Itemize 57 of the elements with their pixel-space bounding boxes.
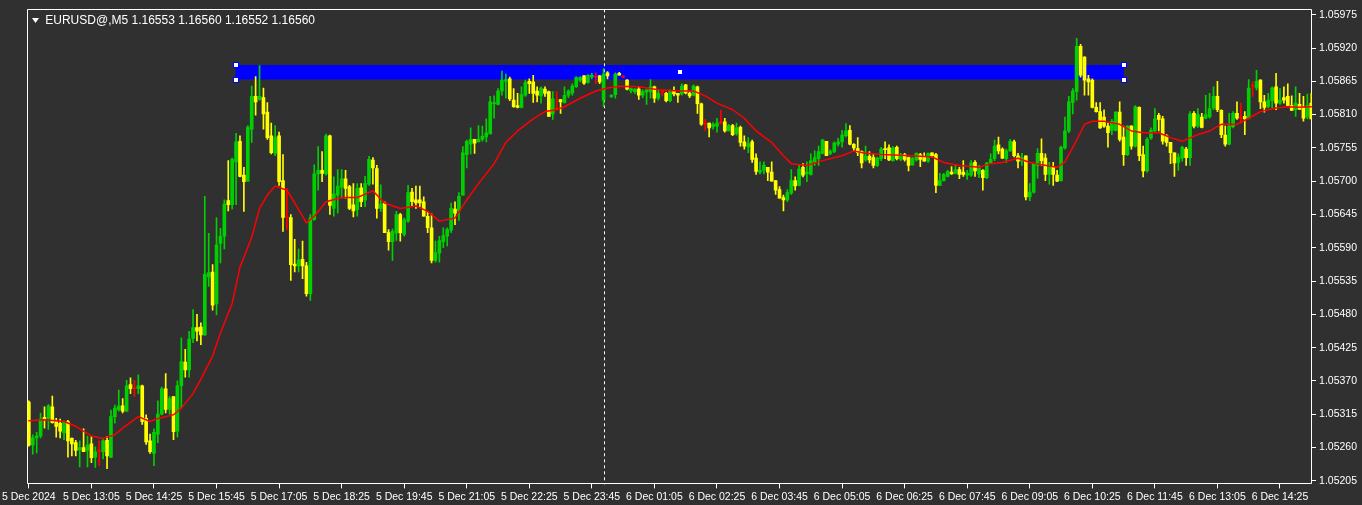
- x-tick-label: 6 Dec 09:05: [1001, 489, 1059, 502]
- y-tick-label: 1.05205: [1319, 473, 1358, 486]
- candlestick: [285, 188, 289, 230]
- chart-title: EURUSD@,M5 1.16553 1.16560 1.16552 1.16560: [45, 12, 316, 27]
- y-tick-label: 1.05920: [1319, 40, 1358, 53]
- x-tick-label: 6 Dec 14:25: [1251, 489, 1309, 502]
- x-tick-label: 6 Dec 11:45: [1126, 489, 1183, 502]
- x-tick-label: 6 Dec 05:05: [813, 489, 871, 502]
- y-tick-label: 1.05755: [1319, 140, 1358, 153]
- candlestick: [414, 185, 418, 209]
- x-tick-label: 6 Dec 03:45: [751, 489, 808, 502]
- x-tick-label: 6 Dec 01:05: [626, 489, 683, 502]
- y-tick-label: 1.05260: [1319, 440, 1358, 453]
- candlestick: [1239, 102, 1243, 124]
- candlestick: [746, 137, 751, 154]
- x-tick-label: 6 Dec 02:25: [688, 489, 746, 502]
- y-tick-label: 1.05425: [1319, 340, 1358, 353]
- y-tick-label: 1.05590: [1319, 240, 1358, 253]
- y-tick-label: 1.05975: [1319, 7, 1358, 20]
- candlestick: [195, 314, 199, 342]
- x-tick-label: 5 Dec 14:25: [125, 489, 183, 502]
- x-tick-label: 6 Dec 10:25: [1064, 489, 1121, 502]
- x-tick-label: 5 Dec 18:25: [313, 489, 371, 502]
- x-tick-label: 6 Dec 13:05: [1189, 489, 1246, 502]
- candlestick: [77, 440, 82, 468]
- candlestick: [1282, 86, 1286, 104]
- candlestick: [136, 374, 141, 394]
- candlestick: [883, 141, 887, 160]
- x-tick-label: 5 Dec 22:25: [500, 489, 558, 502]
- candlestick: [335, 169, 340, 214]
- y-tick-label: 1.05315: [1319, 407, 1358, 420]
- x-tick-label: 5 Dec 21:05: [438, 489, 496, 502]
- candlestick: [320, 151, 324, 183]
- x-tick-label: 5 Dec 13:05: [63, 489, 120, 502]
- y-tick-label: 1.05535: [1319, 273, 1358, 286]
- candlestick: [1242, 111, 1247, 135]
- candlestick: [715, 117, 719, 133]
- x-tick-label: 5 Dec 23:45: [563, 489, 621, 502]
- y-tick-label: 1.05645: [1319, 207, 1358, 220]
- candlestick: [1278, 88, 1282, 105]
- x-tick-label: 5 Dec 17:05: [250, 489, 308, 502]
- candlestick: [378, 184, 383, 212]
- x-tick-label: 6 Dec 06:25: [876, 489, 934, 502]
- x-tick-label: 5 Dec 19:45: [375, 489, 433, 502]
- candlestick: [703, 119, 708, 131]
- x-tick-label: 6 Dec 07:45: [938, 489, 996, 502]
- y-tick-label: 1.05810: [1319, 107, 1358, 120]
- candlestick: [226, 160, 231, 212]
- x-tick-label: 5 Dec 15:45: [188, 489, 245, 502]
- candlestick: [1203, 94, 1208, 120]
- candlestick: [961, 160, 966, 177]
- candlestick: [504, 73, 508, 99]
- x-tick-label: 5 Dec 2024: [1, 489, 56, 502]
- y-tick-label: 1.05700: [1319, 174, 1358, 187]
- y-tick-label: 1.05370: [1319, 373, 1358, 386]
- y-tick-label: 1.05865: [1319, 74, 1358, 87]
- y-tick-label: 1.05480: [1319, 307, 1358, 320]
